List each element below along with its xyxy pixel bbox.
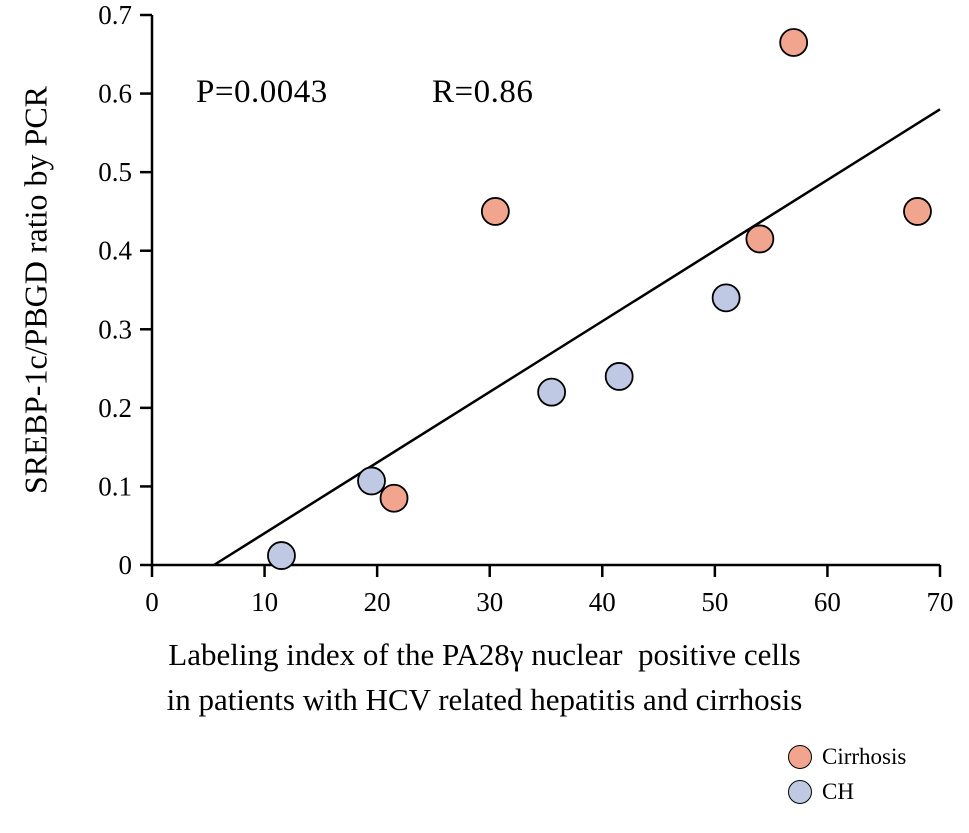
x-tick-label: 30 <box>476 587 503 617</box>
data-point-cirrhosis <box>903 197 932 226</box>
legend-label-ch: CH <box>822 779 854 804</box>
data-point-ch <box>267 541 296 570</box>
y-tick-label: 0.1 <box>98 471 132 501</box>
legend: Cirrhosis CH <box>788 744 906 805</box>
y-tick-label: 0.2 <box>98 393 132 423</box>
y-tick-label: 0.6 <box>98 79 132 109</box>
ch-marker-icon <box>788 780 812 804</box>
x-tick-label: 0 <box>145 587 159 617</box>
cirrhosis-marker-icon <box>788 745 812 769</box>
r-value-annotation: R=0.86 <box>432 74 534 110</box>
legend-item-ch: CH <box>788 779 906 805</box>
y-tick-label: 0.5 <box>98 157 132 187</box>
y-tick-label: 0.7 <box>98 0 132 30</box>
data-point-cirrhosis <box>379 483 409 513</box>
x-tick-label: 20 <box>364 587 391 617</box>
data-point-ch <box>711 283 741 313</box>
x-tick-label: 50 <box>701 587 728 617</box>
data-point-ch <box>537 377 567 407</box>
x-axis-title-line2: in patients with HCV related hepatitis a… <box>166 682 803 717</box>
legend-item-cirrhosis: Cirrhosis <box>788 744 906 770</box>
x-tick-label: 70 <box>927 587 954 617</box>
x-tick-label: 10 <box>251 587 278 617</box>
y-axis-title: SREBP-1c/PBGD ratio by PCR <box>17 85 54 495</box>
y-tick-label: 0.4 <box>98 236 132 266</box>
regression-line <box>213 108 941 567</box>
p-value-annotation: P=0.0043 <box>196 74 328 110</box>
data-point-cirrhosis <box>480 197 510 226</box>
data-point-cirrhosis <box>779 28 809 57</box>
y-tick-label: 0.3 <box>98 314 132 344</box>
x-tick-label: 40 <box>589 587 616 617</box>
x-axis-title-line1: Labeling index of the PA28γ nuclear posi… <box>168 637 801 672</box>
data-point-ch <box>357 466 386 496</box>
data-point-ch <box>604 362 634 391</box>
data-point-cirrhosis <box>745 224 775 254</box>
y-tick-label: 0 <box>119 550 133 580</box>
legend-label-cirrhosis: Cirrhosis <box>822 744 907 769</box>
x-axis-title: Labeling index of the PA28γ nuclear posi… <box>0 632 969 722</box>
x-tick-label: 60 <box>814 587 841 617</box>
